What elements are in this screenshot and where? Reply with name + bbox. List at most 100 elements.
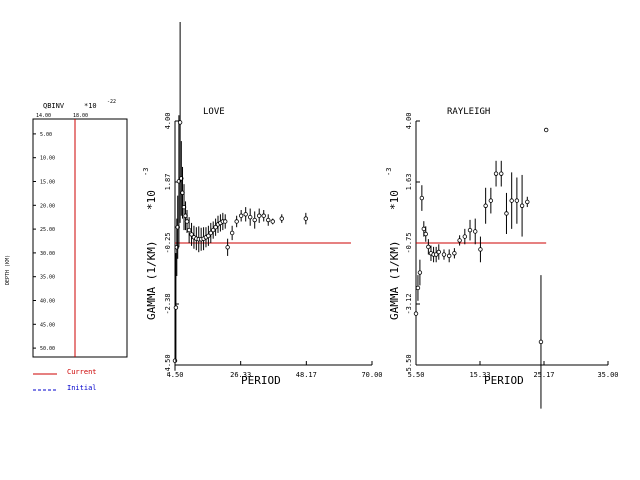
rayleigh-data-point (473, 229, 478, 234)
rayleigh-data-point (413, 311, 419, 316)
rayleigh-data-point (483, 203, 488, 208)
love-data-point (229, 230, 235, 236)
love-panel: LOVE GAMMA (1/KM) *10 -3 PERIOD 4.50 26.3… (142, 21, 383, 387)
qbinv-ylabel: DEPTH (KM) (5, 255, 11, 285)
qbinv-y-axis: 5.00 10.00 15.00 20.00 25.00 30.00 35.00 40.00 4… (33, 132, 55, 352)
legend: Current Initial (33, 368, 97, 392)
legend-initial-label: Initial (67, 384, 97, 392)
rayleigh-data-point (467, 227, 473, 233)
love-data-point (234, 219, 239, 224)
qbinv-y-tick-label: 50.00 (40, 346, 55, 352)
love-data-point (261, 213, 266, 218)
qbinv-y-tick-label: 45.00 (40, 322, 55, 328)
love-y-exponent-power: -3 (142, 168, 150, 176)
rayleigh-x-tick-label: 5.50 (408, 371, 425, 379)
love-x-tick-label: 4.50 (167, 371, 184, 379)
rayleigh-xlabel: PERIOD (484, 374, 524, 387)
qbinv-x-tick: 18.00 (73, 113, 88, 119)
love-y-tick-label: 4.00 (164, 113, 172, 130)
rayleigh-data-point (417, 270, 423, 275)
rayleigh-y-tick-label: -3.12 (405, 293, 413, 314)
qbinv-y-tick-label: 40.00 (40, 299, 55, 305)
love-ylabel: GAMMA (1/KM) (145, 241, 158, 320)
love-data-point (266, 217, 271, 223)
love-xlabel: PERIOD (241, 374, 281, 387)
rayleigh-data-point (419, 195, 425, 201)
qbinv-panel: QBINV *10 -22 14.00 18.00 DEPTH (KM) 5.0… (5, 99, 128, 358)
rayleigh-data-point (478, 247, 483, 252)
rayleigh-y-exponent: *10 (388, 190, 401, 210)
rayleigh-data-point (423, 231, 428, 237)
love-data-point (243, 212, 248, 217)
love-data-point (213, 225, 218, 230)
qbinv-y-tick-label: 5.00 (40, 132, 52, 138)
qbinv-x-tick: 14.00 (36, 113, 51, 119)
rayleigh-data-point (426, 244, 431, 250)
rayleigh-data-point (499, 171, 504, 176)
love-data-point (189, 232, 194, 237)
rayleigh-data-point (415, 285, 421, 291)
love-data-point (279, 216, 284, 221)
rayleigh-y-tick-label: 4.00 (405, 113, 413, 130)
rayleigh-title: RAYLEIGH (447, 107, 490, 117)
rayleigh-data-point (433, 252, 439, 257)
rayleigh-data-point (462, 234, 468, 239)
love-data-point (177, 120, 183, 125)
qbinv-y-tick-label: 20.00 (40, 203, 55, 209)
love-y-tick-label: -2.38 (164, 293, 172, 314)
love-data-point (252, 217, 257, 223)
rayleigh-data-point (452, 251, 457, 256)
qbinv-frame (32, 118, 128, 358)
rayleigh-ylabel: GAMMA (1/KM) (388, 241, 401, 320)
qbinv-y-tick-label: 10.00 (40, 156, 55, 162)
love-data-point (208, 230, 213, 236)
rayleigh-data-point (525, 199, 530, 205)
love-y-tick-label: 1.87 (164, 174, 172, 191)
love-x-tick-label: 70.00 (361, 371, 382, 379)
love-data-point (184, 219, 190, 224)
love-data-point (257, 213, 262, 218)
rayleigh-data-point (457, 238, 462, 243)
love-data-point (186, 227, 192, 233)
rayleigh-data-point (543, 127, 549, 133)
love-y-tick-label: -4.50 (164, 354, 172, 375)
rayleigh-x-tick-label: 35.00 (597, 371, 618, 379)
qbinv-exponent-power: -22 (107, 99, 116, 105)
love-data-point (206, 233, 211, 239)
love-data-point (225, 245, 230, 250)
love-data-point (270, 219, 275, 224)
rayleigh-panel: RAYLEIGH GAMMA (1/KM) *10 -3 PERIOD 5.50… (385, 107, 619, 409)
qbinv-title: QBINV (43, 102, 65, 110)
love-x-tick-label: 48.17 (296, 371, 317, 379)
love-data-point (210, 227, 216, 233)
love-data-point (238, 213, 244, 218)
rayleigh-y-tick-label: 1.63 (405, 174, 413, 191)
qbinv-y-tick-label: 35.00 (40, 275, 55, 281)
rayleigh-y-tick-label: -5.50 (405, 354, 413, 375)
love-data (172, 21, 351, 371)
rayleigh-data-point (538, 339, 544, 345)
legend-current-label: Current (67, 368, 97, 376)
rayleigh-data (413, 127, 549, 409)
love-x-tick-label: 26.33 (230, 371, 251, 379)
rayleigh-data-point (493, 171, 499, 176)
rayleigh-data-point (441, 252, 447, 257)
rayleigh-data-point (519, 203, 525, 208)
rayleigh-data-point (514, 198, 520, 203)
qbinv-y-tick-label: 15.00 (40, 180, 55, 186)
love-data-point (303, 216, 309, 221)
rayleigh-data-point (488, 198, 494, 203)
rayleigh-data-point (509, 198, 514, 203)
love-data-point (223, 219, 228, 224)
rayleigh-y-exponent-power: -3 (385, 168, 393, 176)
rayleigh-data-point (436, 249, 441, 255)
rayleigh-x-tick-label: 15.33 (469, 371, 490, 379)
love-data-point (247, 214, 253, 220)
love-data-point (173, 305, 179, 310)
rayleigh-axes: 5.50 15.33 25.17 35.00 -5.50 -3.12 -0.75 1.63 4.… (405, 113, 619, 379)
rayleigh-x-tick-label: 25.17 (533, 371, 554, 379)
qbinv-y-tick-label: 25.00 (40, 227, 55, 233)
rayleigh-data-point (446, 253, 452, 259)
qbinv-exponent: *10 (84, 102, 97, 110)
